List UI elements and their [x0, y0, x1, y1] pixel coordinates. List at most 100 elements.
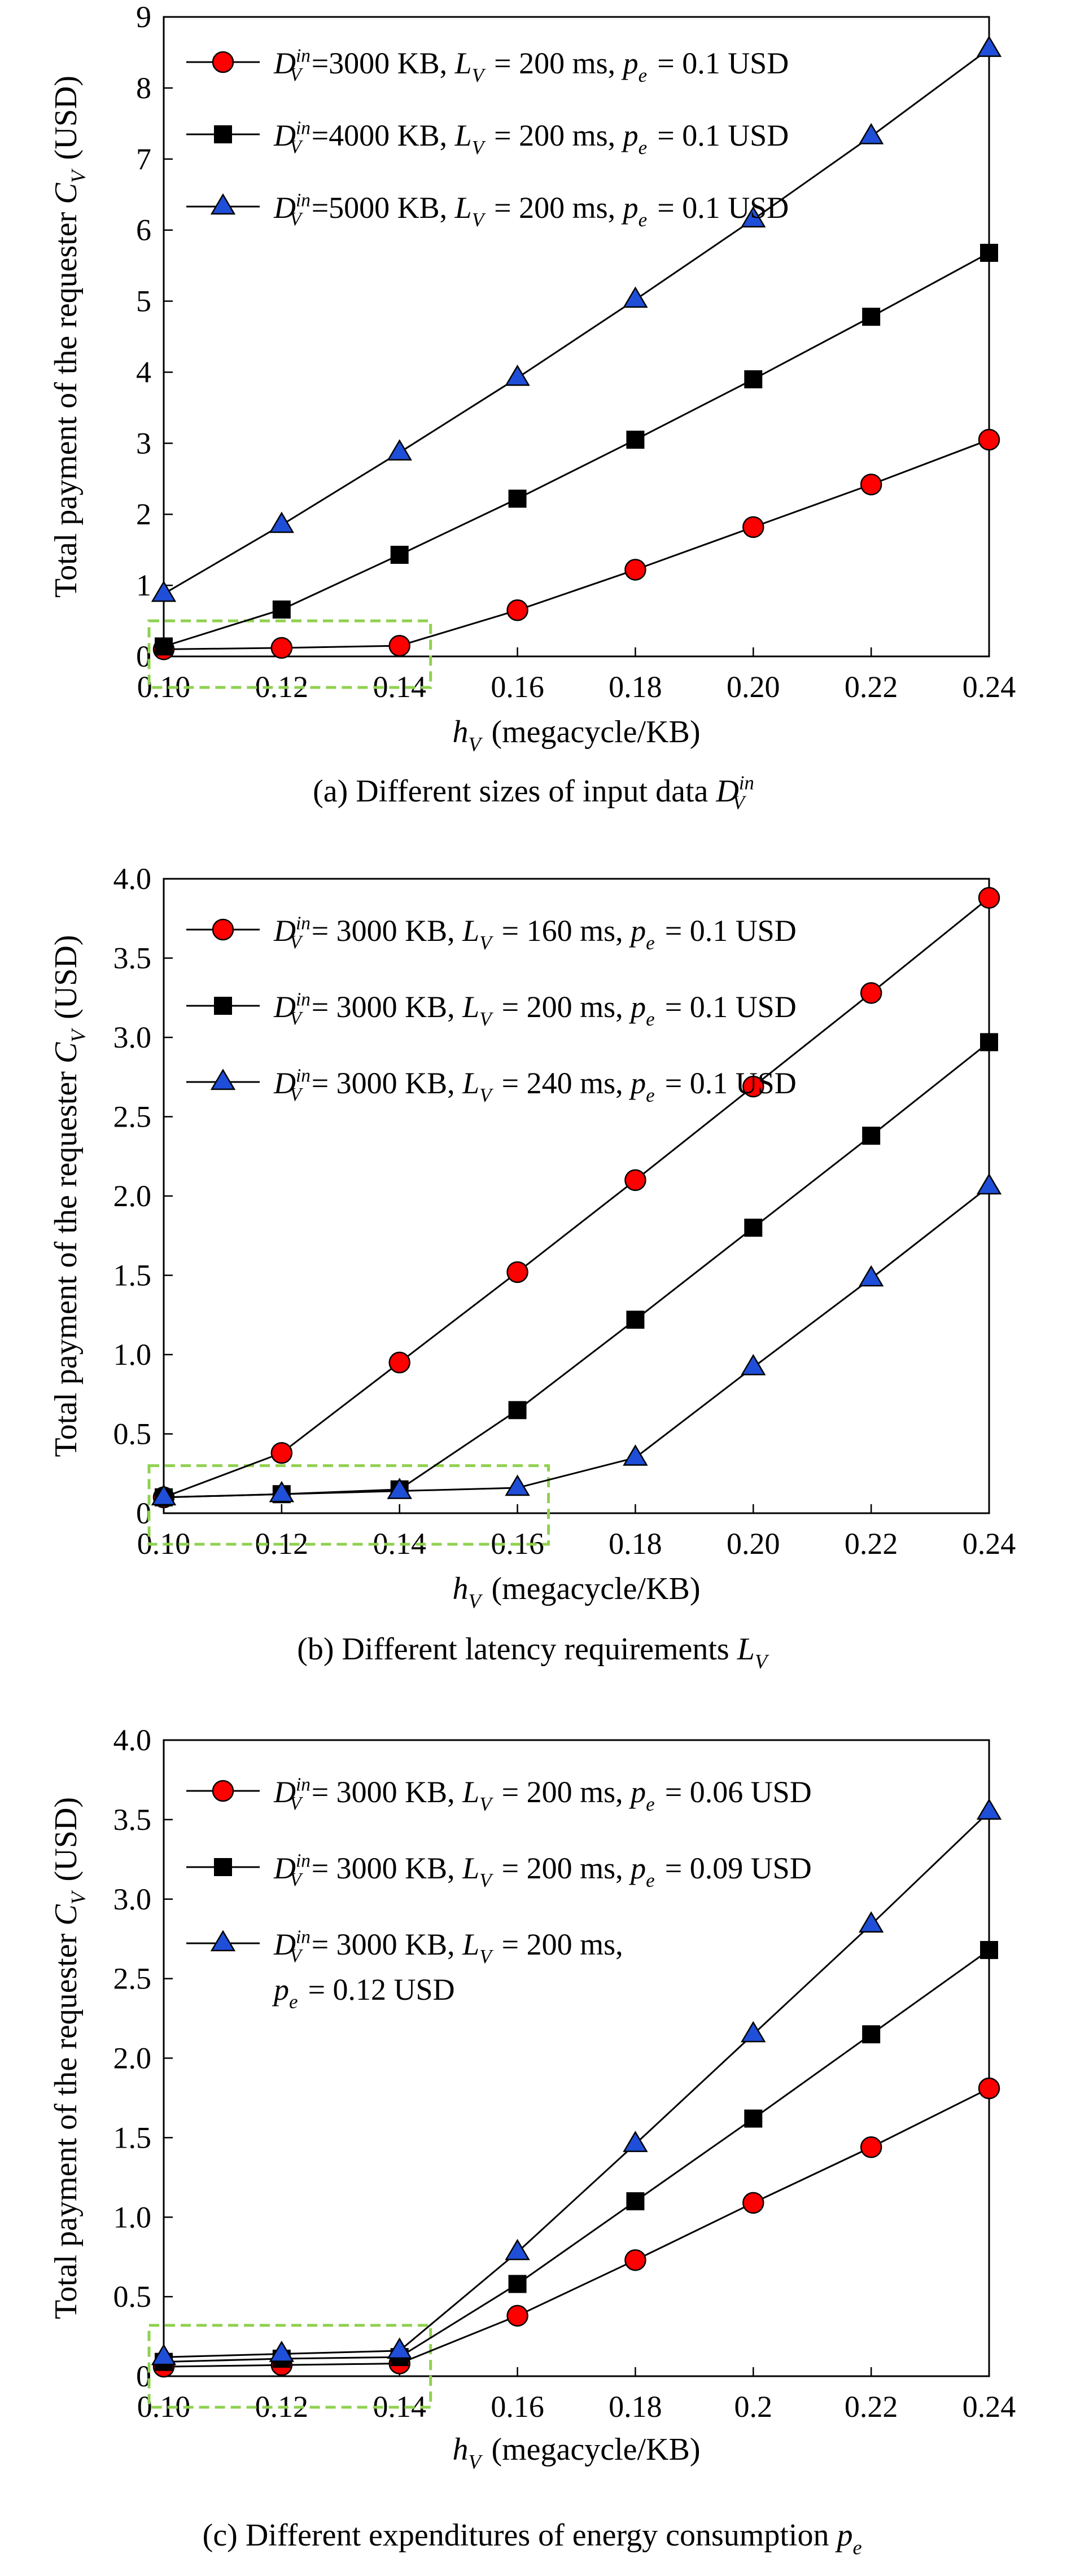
- x-tick-label: 0.18: [609, 1527, 662, 1561]
- point-s2-4: [623, 1444, 648, 1466]
- plot-frame: [163, 1739, 990, 2377]
- legend: Din V = 3000 KB, LV = 200 ms, pe = 0.06 U…: [186, 1774, 812, 2013]
- y-tick-label: 0.5: [113, 2280, 152, 2314]
- legend-label: Din V = 3000 KB, LV = 200 ms,: [273, 1926, 623, 1968]
- series-0: [152, 428, 1000, 660]
- legend: Din V = 3000 KB, LV = 160 ms, pe = 0.1 US…: [186, 913, 797, 1106]
- point-s0-7: [978, 887, 1000, 909]
- point-s0-legend: [212, 918, 234, 941]
- point-s1-1: [272, 600, 291, 619]
- x-tick-label: 0.10: [137, 670, 191, 704]
- y-tick-label: 3.0: [113, 1020, 152, 1054]
- point-s2-0: [151, 2343, 177, 2365]
- legend-label: Din V = 3000 KB, LV = 160 ms, pe = 0.1 US…: [273, 913, 797, 954]
- plot-frame: [163, 16, 990, 658]
- x-tick-label: 0.24: [963, 1527, 1016, 1561]
- point-s2-3: [505, 2238, 530, 2260]
- y-tick-label: 1.5: [113, 2121, 152, 2154]
- x-tick-label: 0.22: [845, 670, 898, 704]
- point-s0-3: [506, 2305, 528, 2327]
- point-s0-6: [860, 474, 882, 496]
- point-s0-5: [742, 2192, 764, 2214]
- chart-c: 0.10 0.12 0.14 0.16 0.18 0.2 0.22 0.2400.51.01.…: [49, 1723, 1016, 2559]
- highlight-box: [147, 1464, 550, 1546]
- series-line-0: [163, 2087, 990, 2368]
- x-tick-label: 0.24: [963, 2390, 1016, 2424]
- point-s2-6: [858, 122, 884, 144]
- point-s0-4: [624, 559, 646, 581]
- x-tick-label: 0.16: [491, 670, 544, 704]
- series-line-0: [163, 439, 990, 650]
- point-s2-6: [858, 1911, 884, 1933]
- legend-label: Din V = 3000 KB, LV = 240 ms, pe = 0.1 US…: [273, 1065, 797, 1106]
- y-tick-label: 2.0: [113, 1179, 152, 1213]
- point-s2-legend: [210, 1068, 236, 1090]
- x-tick-label: 0.24: [963, 670, 1016, 704]
- y-tick-label: 1.0: [113, 2200, 152, 2234]
- point-s1-5: [744, 370, 763, 389]
- point-s0-2: [388, 1351, 410, 1374]
- point-s0-4: [624, 1169, 646, 1191]
- point-s2-0: [151, 580, 177, 602]
- point-s1-7: [980, 1940, 998, 1959]
- series-2: [151, 1798, 1002, 2365]
- point-s1-legend: [214, 125, 232, 143]
- point-s1-3: [508, 489, 527, 508]
- chart-b: 0.10 0.12 0.14 0.16 0.18 0.20 0.22 0.2400.51.01…: [49, 862, 1016, 1673]
- x-tick-label: 0.22: [845, 2390, 898, 2424]
- y-axis-label-group: Total payment of the requester CV (USD): [49, 76, 90, 598]
- point-s1-0: [155, 637, 173, 656]
- point-s0-6: [860, 982, 882, 1004]
- y-axis-label: Total payment of the requester CV (USD): [49, 1797, 90, 2319]
- point-s2-1: [269, 2341, 295, 2362]
- legend-label: Din V =4000 KB, LV = 200 ms, pe = 0.1 USD: [273, 117, 789, 159]
- y-axis-label-group: Total payment of the requester CV (USD): [49, 935, 90, 1457]
- y-axis-label: Total payment of the requester CV (USD): [49, 76, 90, 598]
- point-s2-legend: [210, 193, 236, 215]
- y-tick-label: 2.5: [113, 1962, 152, 1996]
- point-s0-3: [506, 1261, 528, 1283]
- point-s1-5: [744, 2109, 763, 2128]
- x-tick-label: 0.20: [727, 1527, 780, 1561]
- point-s0-legend: [212, 1780, 234, 1802]
- legend-label: Din V = 3000 KB, LV = 200 ms, pe = 0.09 U…: [273, 1850, 812, 1891]
- point-s1-6: [862, 1127, 881, 1145]
- highlight-box: [147, 2324, 432, 2409]
- x-axis-label: hV (megacycle/KB): [453, 1571, 701, 1613]
- series-line-1: [163, 1949, 990, 2363]
- x-tick-label: 0.22: [845, 1527, 898, 1561]
- point-s2-3: [505, 1474, 530, 1496]
- point-s2-1: [269, 1480, 295, 1502]
- y-tick-label: 4: [136, 355, 151, 389]
- point-s2-7: [976, 36, 1002, 57]
- point-s1-legend: [214, 1858, 232, 1876]
- y-tick-label: 3.5: [113, 941, 152, 975]
- point-s0-7: [978, 2077, 1000, 2100]
- y-axis-label: Total payment of the requester CV (USD): [49, 935, 90, 1457]
- point-s0-1: [270, 637, 293, 659]
- y-tick-label: 5: [136, 284, 151, 318]
- point-s0-7: [978, 428, 1000, 451]
- point-s2-7: [976, 1798, 1002, 1820]
- point-s0-1: [270, 1442, 293, 1464]
- x-tick-label: 0.10: [137, 2390, 191, 2424]
- y-tick-label: 2: [136, 497, 151, 531]
- legend-label: Din V = 3000 KB, LV = 200 ms, pe = 0.1 US…: [273, 989, 797, 1030]
- y-tick-label: 2.5: [113, 1100, 152, 1134]
- y-axis-label-group: Total payment of the requester CV (USD): [49, 1797, 90, 2319]
- point-s1-3: [508, 1401, 527, 1420]
- point-s2-1: [269, 511, 295, 533]
- point-s1-6: [862, 308, 881, 326]
- y-tick-label: 9: [136, 0, 151, 34]
- series-1: [155, 243, 998, 656]
- point-s1-6: [862, 2025, 881, 2044]
- point-s1-legend: [214, 997, 232, 1015]
- point-s1-4: [626, 2192, 645, 2211]
- y-tick-label: 1.0: [113, 1338, 152, 1372]
- plot-frame: [163, 878, 990, 1514]
- chart-caption: (b) Different latency requirements LV: [297, 1632, 770, 1673]
- point-s2-6: [858, 1265, 884, 1287]
- chart-caption: (a) Different sizes of input data Din V: [313, 772, 754, 814]
- point-s0-legend: [212, 51, 234, 73]
- y-tick-label: 8: [136, 71, 151, 105]
